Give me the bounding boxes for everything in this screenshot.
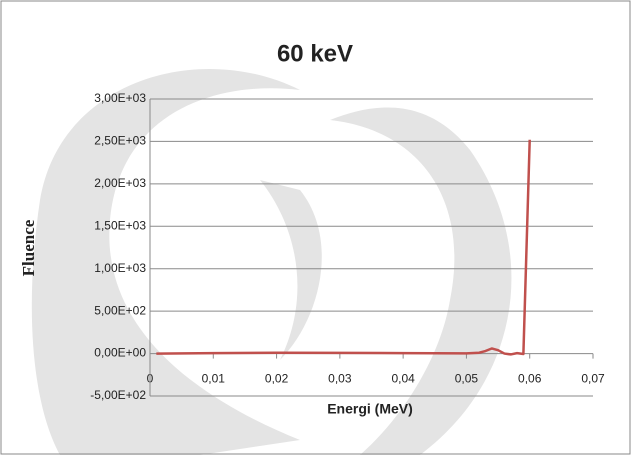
y-tick-label: -5,00E+02 xyxy=(90,388,146,402)
y-tick-label: 3,00E+03 xyxy=(94,91,146,105)
x-tick-label: 0,07 xyxy=(581,372,605,386)
chart: 60 keV Energi (MeV) Fluence -5,00E+02 0,0… xyxy=(0,0,631,455)
y-tick-label: 1,00E+03 xyxy=(94,261,146,275)
x-tick-label: 0,01 xyxy=(202,372,226,386)
x-tick-label: 0,06 xyxy=(518,372,542,386)
x-tick-label: 0,03 xyxy=(328,372,352,386)
x-axis-label: Energi (MeV) xyxy=(327,401,413,417)
x-tick-label: 0,05 xyxy=(455,372,479,386)
y-tick-label: 2,50E+03 xyxy=(94,134,146,148)
x-tick-label: 0,04 xyxy=(391,372,415,386)
x-tick-label: 0,02 xyxy=(265,372,289,386)
chart-title: 60 keV xyxy=(277,40,353,67)
y-tick-label: 5,00E+02 xyxy=(94,303,146,317)
y-tick-label: 1,50E+03 xyxy=(94,218,146,232)
y-tick-label: 2,00E+03 xyxy=(94,176,146,190)
y-axis-label: Fluence xyxy=(19,219,38,276)
y-tick-label: 0,00E+00 xyxy=(94,346,146,360)
